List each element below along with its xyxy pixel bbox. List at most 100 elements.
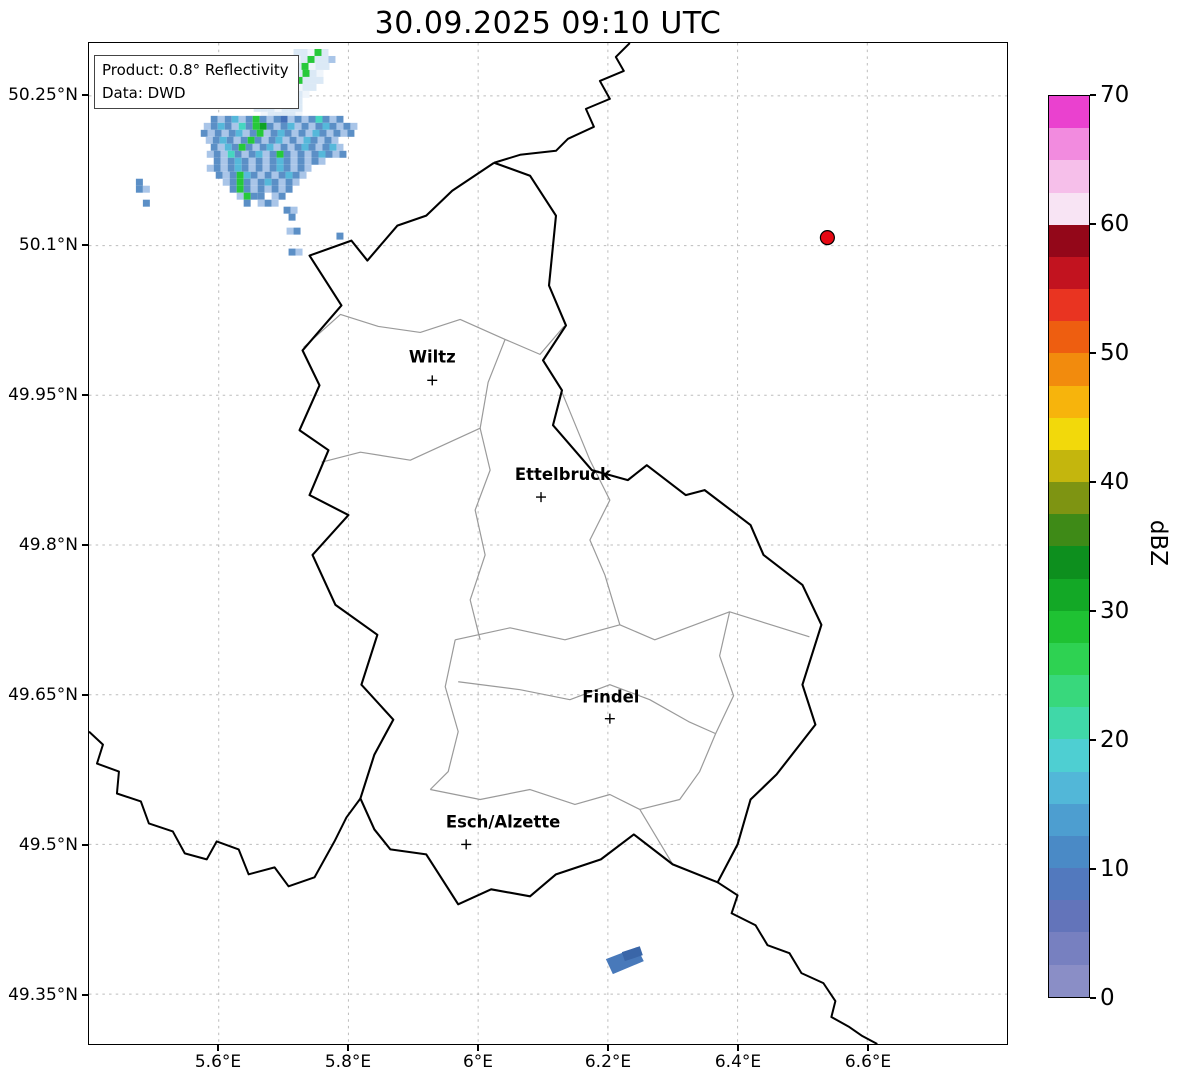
radar-echo-cell [295, 104, 303, 112]
radar-echo-cell [294, 122, 302, 130]
radar-echo-cell [304, 150, 312, 158]
radar-echo-cell [264, 171, 272, 179]
radar-echo-cell [233, 136, 241, 144]
radar-echo-cell [303, 136, 311, 144]
y-tick-label: 49.8°N [18, 535, 78, 555]
radar-echo-cell [249, 129, 257, 137]
radar-echo-cell [241, 164, 249, 172]
radar-echo-cell [328, 55, 336, 63]
y-axis-tick [82, 994, 88, 996]
radar-echo-cell [311, 157, 319, 165]
radar-echo-cell [298, 129, 306, 137]
radar-echo-cell [217, 122, 225, 130]
district-border [458, 681, 716, 735]
radar-echo-cell [243, 185, 251, 193]
colorbar-tick [1090, 997, 1096, 999]
radar-echo-cell [321, 48, 329, 56]
radar-echo-cell [273, 143, 281, 151]
radar-site-dot [819, 230, 835, 246]
radar-echo-cell [243, 171, 251, 179]
radar-echo-cell [316, 76, 324, 84]
radar-echo-cell [287, 143, 295, 151]
radar-echo-cell [312, 129, 320, 137]
radar-echo-cell [318, 150, 326, 158]
radar-echo-cell [309, 76, 317, 84]
colorbar-segment [1049, 803, 1089, 836]
city-marker [604, 713, 615, 724]
radar-echo-cell [329, 122, 337, 130]
colorbar-segment [1049, 353, 1089, 386]
y-tick-label: 49.65°N [8, 685, 78, 705]
radar-echo-cell [207, 129, 215, 137]
radar-echo-cell [229, 185, 237, 193]
radar-echo-cell [282, 136, 290, 144]
y-axis-tick [82, 544, 88, 546]
colorbar-segment [1049, 707, 1089, 740]
radar-echo-cell [238, 115, 246, 123]
radar-echo-cell [226, 136, 234, 144]
neighbor-country-border [717, 881, 878, 1044]
radar-echo-cell [350, 122, 358, 130]
radar-echo-cell [210, 143, 218, 151]
colorbar-segment [1049, 964, 1089, 997]
city-marker [461, 839, 472, 850]
radar-echo-cell [203, 122, 211, 130]
colorbar-tick [1090, 868, 1096, 870]
y-axis-tick [82, 394, 88, 396]
radar-echo-cell [255, 164, 263, 172]
radar-echo-cell [135, 178, 143, 186]
radar-echo-cell [255, 150, 263, 158]
radar-echo-cell [227, 150, 235, 158]
radar-echo-cell [236, 185, 244, 193]
radar-echo-cell [278, 178, 286, 186]
colorbar-segment [1049, 417, 1089, 450]
radar-echo-cell [317, 136, 325, 144]
radar-echo-cell [257, 171, 265, 179]
radar-echo-cell [206, 164, 214, 172]
radar-echo-cell [270, 129, 278, 137]
radar-echo-cell [252, 122, 260, 130]
radar-echo-cell [256, 129, 264, 137]
x-tick-label: 5.6°E [194, 1052, 242, 1072]
y-axis-tick [82, 244, 88, 246]
colorbar-tick-label: 50 [1100, 340, 1130, 366]
radar-echo-cell [257, 185, 265, 193]
radar-echo-cell [278, 192, 286, 200]
radar-echo-cell [322, 143, 330, 151]
radar-echo-cell [222, 178, 230, 186]
colorbar-segment [1049, 932, 1089, 965]
radar-echo-cell [280, 122, 288, 130]
district-border [429, 639, 459, 790]
radar-echo-cell [220, 150, 228, 158]
radar-echo-cell [315, 62, 323, 70]
radar-echo-cell [269, 157, 277, 165]
radar-echo-cell [231, 115, 239, 123]
colorbar-segment [1049, 514, 1089, 547]
radar-echo-cell [315, 143, 323, 151]
colorbar-tick [1090, 94, 1096, 96]
district-border [303, 313, 565, 355]
radar-echo-cell [271, 185, 279, 193]
radar-echo-cell [276, 157, 284, 165]
country-border-luxembourg [298, 161, 823, 906]
radar-echo-cell [285, 171, 293, 179]
radar-echo-cell [271, 192, 279, 200]
radar-echo-cell [304, 164, 312, 172]
radar-echo-cell [333, 129, 341, 137]
radar-echo-cell [297, 150, 305, 158]
colorbar-segment [1049, 835, 1089, 869]
radar-echo-cell [287, 122, 295, 130]
radar-echo-cell [315, 122, 323, 130]
colorbar-tick-label: 60 [1100, 211, 1130, 237]
radar-echo-cell [255, 157, 263, 165]
radar-echo-cell [242, 129, 250, 137]
radar-echo-cell [347, 129, 355, 137]
radar-echo-cell [285, 178, 293, 186]
radar-echo-cell [269, 150, 277, 158]
radar-echo-cell [231, 143, 239, 151]
x-axis-tick [737, 1045, 739, 1051]
radar-echo-cell [295, 76, 303, 84]
radar-echo-cell [250, 178, 258, 186]
radar-echo-cell [295, 83, 303, 91]
